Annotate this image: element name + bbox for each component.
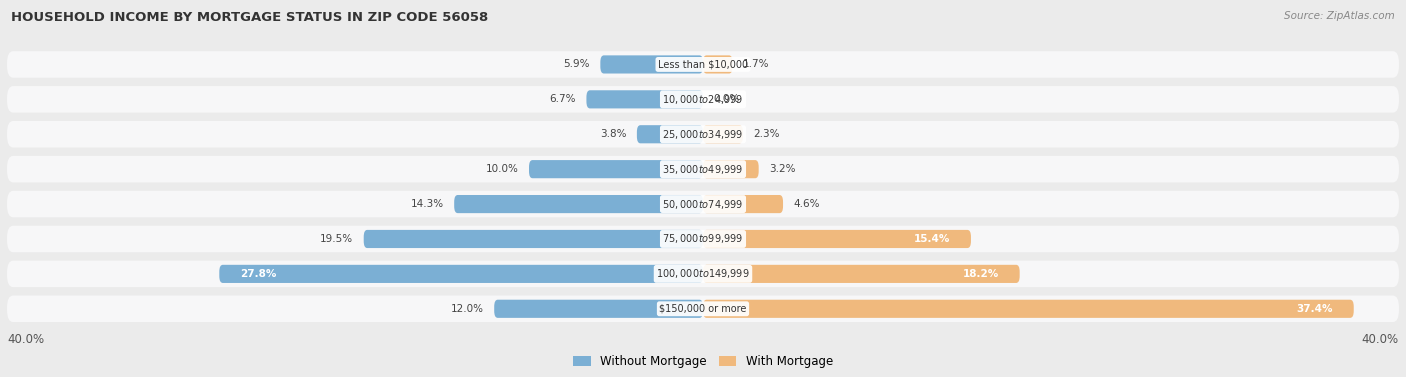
FancyBboxPatch shape [703,160,759,178]
FancyBboxPatch shape [703,300,1354,318]
FancyBboxPatch shape [7,191,1399,217]
FancyBboxPatch shape [495,300,703,318]
Text: $25,000 to $34,999: $25,000 to $34,999 [662,128,744,141]
Text: 2.3%: 2.3% [754,129,780,139]
FancyBboxPatch shape [219,265,703,283]
Text: 3.2%: 3.2% [769,164,796,174]
FancyBboxPatch shape [7,226,1399,252]
FancyBboxPatch shape [703,195,783,213]
Text: 15.4%: 15.4% [914,234,950,244]
FancyBboxPatch shape [7,51,1399,78]
Text: 19.5%: 19.5% [321,234,353,244]
FancyBboxPatch shape [364,230,703,248]
Text: 37.4%: 37.4% [1296,304,1333,314]
FancyBboxPatch shape [7,261,1399,287]
Text: 14.3%: 14.3% [411,199,444,209]
Text: 10.0%: 10.0% [485,164,519,174]
Text: 27.8%: 27.8% [240,269,277,279]
Text: HOUSEHOLD INCOME BY MORTGAGE STATUS IN ZIP CODE 56058: HOUSEHOLD INCOME BY MORTGAGE STATUS IN Z… [11,11,488,24]
FancyBboxPatch shape [7,86,1399,113]
Text: Less than $10,000: Less than $10,000 [658,60,748,69]
FancyBboxPatch shape [7,296,1399,322]
Text: 5.9%: 5.9% [564,60,591,69]
Text: $150,000 or more: $150,000 or more [659,304,747,314]
Text: $50,000 to $74,999: $50,000 to $74,999 [662,198,744,211]
Text: 3.8%: 3.8% [600,129,627,139]
Text: $35,000 to $49,999: $35,000 to $49,999 [662,162,744,176]
Text: 40.0%: 40.0% [1362,333,1399,346]
Text: $75,000 to $99,999: $75,000 to $99,999 [662,233,744,245]
Text: 0.0%: 0.0% [713,94,740,104]
FancyBboxPatch shape [454,195,703,213]
Text: Source: ZipAtlas.com: Source: ZipAtlas.com [1284,11,1395,21]
FancyBboxPatch shape [7,121,1399,147]
Text: 18.2%: 18.2% [963,269,998,279]
FancyBboxPatch shape [586,90,703,109]
Text: 6.7%: 6.7% [550,94,576,104]
FancyBboxPatch shape [703,230,972,248]
Text: 12.0%: 12.0% [451,304,484,314]
FancyBboxPatch shape [600,55,703,74]
FancyBboxPatch shape [529,160,703,178]
FancyBboxPatch shape [637,125,703,143]
Text: $10,000 to $24,999: $10,000 to $24,999 [662,93,744,106]
Text: 4.6%: 4.6% [793,199,820,209]
FancyBboxPatch shape [703,125,742,143]
Text: 40.0%: 40.0% [7,333,44,346]
Text: $100,000 to $149,999: $100,000 to $149,999 [657,267,749,280]
FancyBboxPatch shape [703,55,733,74]
Legend: Without Mortgage, With Mortgage: Without Mortgage, With Mortgage [568,351,838,373]
FancyBboxPatch shape [7,156,1399,182]
Text: 1.7%: 1.7% [742,60,769,69]
FancyBboxPatch shape [703,265,1019,283]
